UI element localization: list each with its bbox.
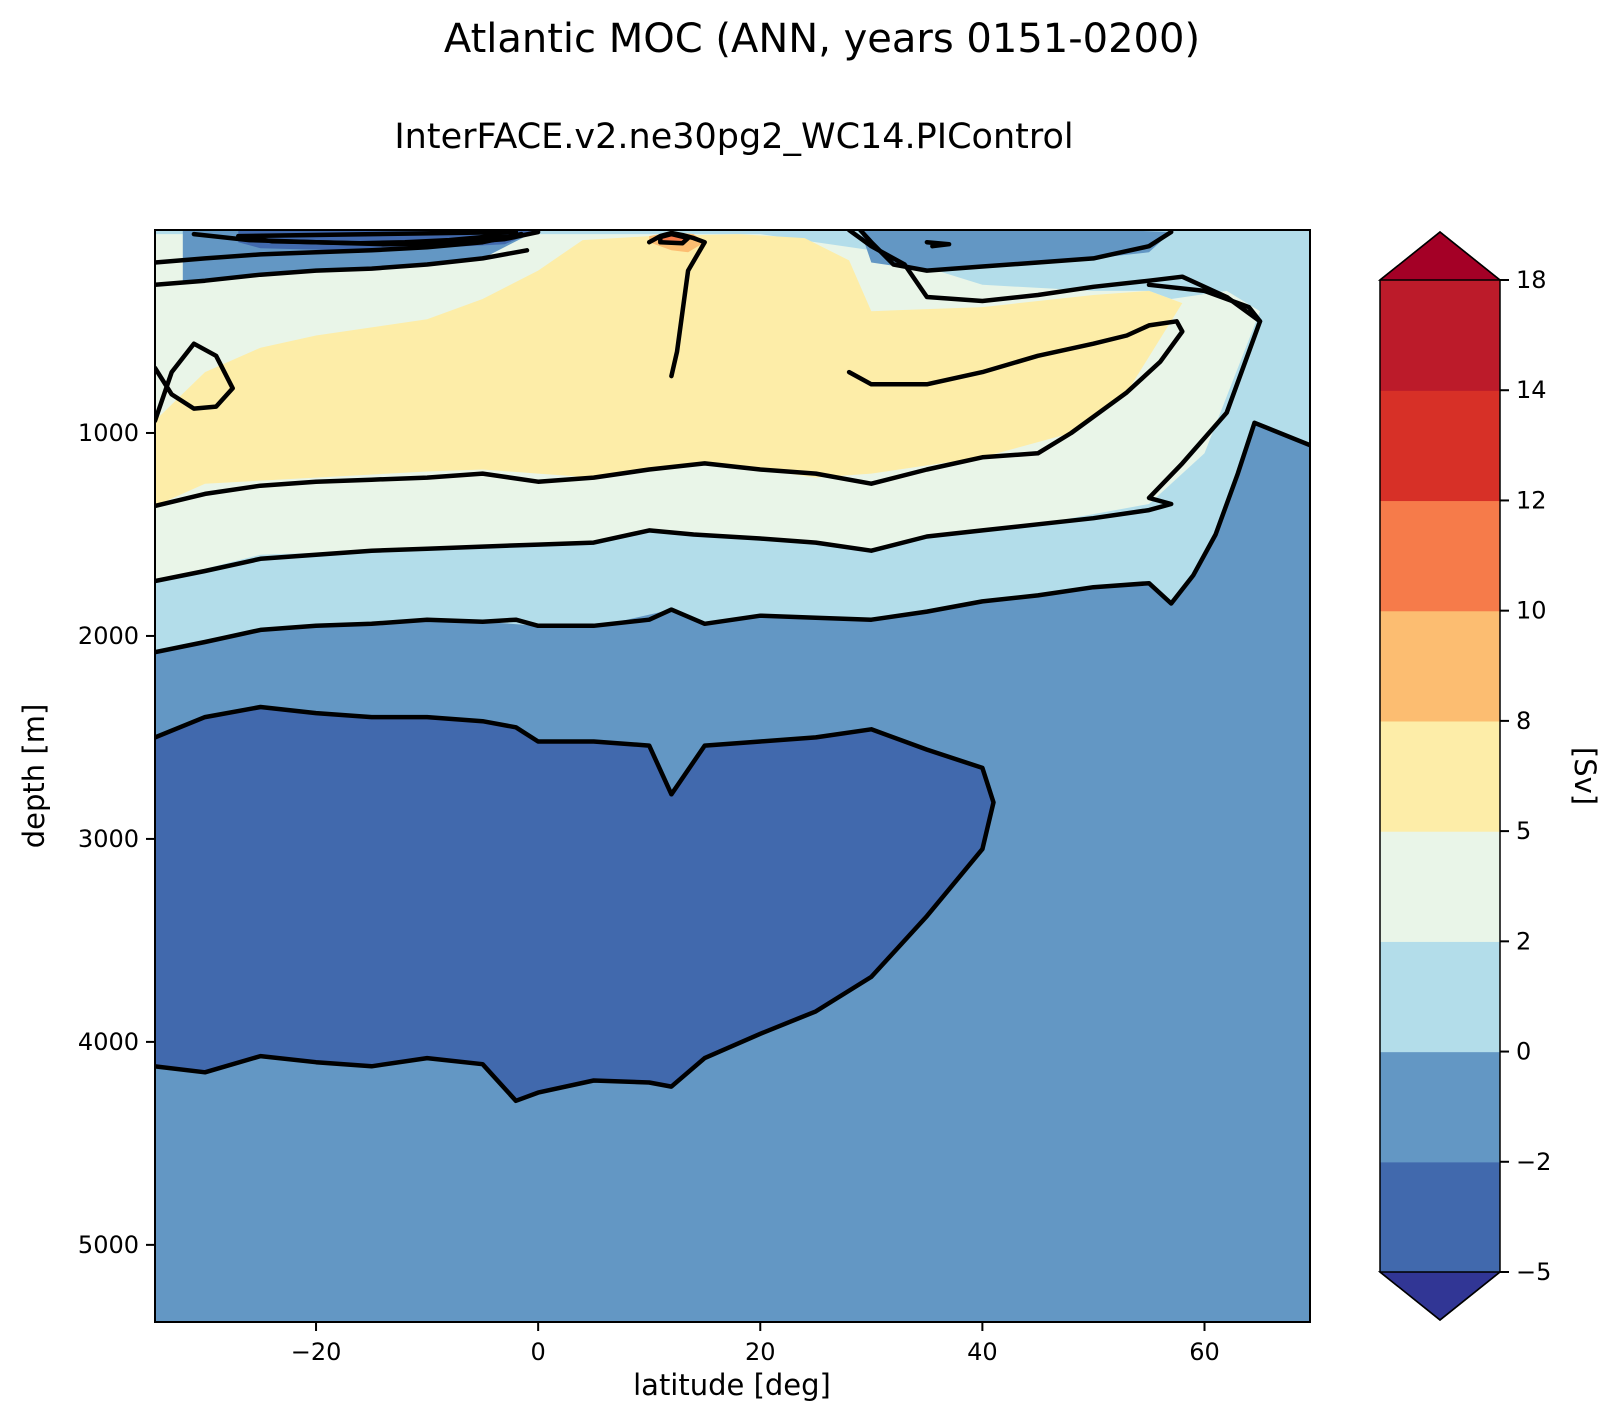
colorbar-tick-label: 12 <box>1516 486 1547 514</box>
colorbar-tick-label: 18 <box>1516 266 1547 294</box>
y-axis-label: depth [m] <box>17 704 51 849</box>
y-tick-label: 3000 <box>78 825 139 853</box>
colorbar-segment <box>1380 610 1500 722</box>
contour-line-0 <box>155 420 1310 655</box>
contour-line-1 <box>155 282 1263 584</box>
contour-line-12 <box>924 239 952 249</box>
colorbar-tick-label: 8 <box>1516 707 1531 735</box>
plot-frame <box>154 229 1311 1323</box>
filled-contour-regions <box>155 230 1310 1322</box>
filled-region-8 <box>155 707 994 1101</box>
colorbar-segment <box>1380 1051 1500 1163</box>
y-tick-label: 1000 <box>78 419 139 447</box>
x-tick-label: 0 <box>531 1338 546 1366</box>
filled-region-9 <box>860 230 1172 271</box>
chart-subtitle: InterFACE.v2.ne30pg2_WC14.PIControl <box>394 117 1073 157</box>
x-tick-label: 20 <box>745 1338 776 1366</box>
colorbar-tick-label: 10 <box>1516 597 1547 625</box>
colorbar-segment <box>1380 500 1500 612</box>
colorbar-tick-label: 5 <box>1516 817 1531 845</box>
chart-title: Atlantic MOC (ANN, years 0151-0200) <box>444 16 1200 62</box>
contour-line-13 <box>155 704 996 1104</box>
colorbar-segment <box>1380 1161 1500 1273</box>
colorbar-segment <box>1380 390 1500 502</box>
colorbar-label: [Sv] <box>1568 747 1602 805</box>
colorbar-tick-label: −5 <box>1516 1258 1551 1286</box>
y-tick-label: 2000 <box>78 622 139 650</box>
colorbar-over-arrow <box>1377 231 1503 281</box>
y-tick-label: 4000 <box>78 1028 139 1056</box>
x-axis-label: latitude [deg] <box>633 1368 831 1402</box>
colorbar-segment <box>1380 831 1500 942</box>
x-tick-label: 40 <box>967 1338 998 1366</box>
colorbar-tick-label: −2 <box>1516 1148 1551 1176</box>
colorbar-segment <box>1380 280 1500 391</box>
colorbar-segment <box>1380 720 1500 832</box>
colorbar-tick-label: 0 <box>1516 1038 1531 1066</box>
x-tick-label: 60 <box>1189 1338 1220 1366</box>
x-axis-ticks: −20 0 20 40 60 <box>291 1322 1220 1366</box>
contour-line-5 <box>658 231 691 246</box>
contour-line-11 <box>846 230 1263 324</box>
filled-region-3 <box>155 234 1183 506</box>
colorbar-segment <box>1380 941 1500 1053</box>
colorbar-under-arrow <box>1377 1271 1503 1321</box>
y-axis-ticks: 1000 2000 3000 4000 5000 <box>78 419 155 1259</box>
colorbar <box>1377 231 1503 1321</box>
colorbar-tick-label: 14 <box>1516 376 1547 404</box>
contour-line-2 <box>155 319 1185 509</box>
contour-lines <box>155 230 1310 1104</box>
colorbar-ticks: −5 −2 0 2 5 8 10 12 14 18 <box>1500 266 1551 1286</box>
colorbar-tick-label: 2 <box>1516 927 1531 955</box>
contour-line-9 <box>236 230 519 246</box>
x-tick-label: −20 <box>291 1338 342 1366</box>
contour-line-3 <box>155 341 235 424</box>
contour-line-6 <box>155 248 530 288</box>
y-tick-label: 5000 <box>78 1231 139 1259</box>
